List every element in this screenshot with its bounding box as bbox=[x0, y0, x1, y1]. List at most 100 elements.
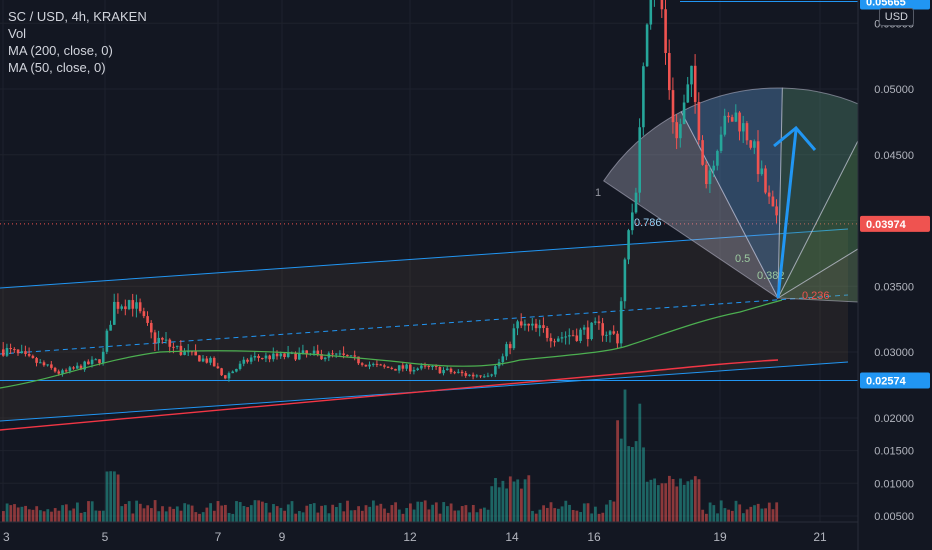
volume-bar bbox=[146, 505, 150, 522]
candle-body bbox=[231, 371, 234, 374]
volume-bar bbox=[246, 507, 249, 522]
volume-bar bbox=[690, 479, 693, 522]
fib-fan-label: 1 bbox=[595, 187, 601, 199]
volume-bar bbox=[305, 505, 309, 522]
volume-bar bbox=[194, 512, 198, 522]
volume-bar bbox=[150, 508, 153, 522]
candle-body bbox=[220, 368, 223, 376]
volume-bar bbox=[279, 507, 283, 522]
volume-bar bbox=[671, 479, 675, 522]
volume-bar bbox=[283, 510, 286, 522]
candle-body bbox=[157, 337, 160, 344]
volume-bar bbox=[501, 480, 505, 522]
volume-bar bbox=[490, 486, 494, 522]
candle-body bbox=[27, 353, 31, 356]
volume-bar bbox=[190, 505, 194, 522]
volume-bar bbox=[401, 513, 405, 522]
volume-bar bbox=[656, 485, 660, 522]
volume-bar bbox=[35, 506, 39, 522]
currency-button[interactable]: USD bbox=[878, 8, 914, 26]
arrow-head bbox=[773, 125, 817, 151]
candle-body bbox=[416, 368, 419, 370]
candle-body bbox=[175, 345, 179, 347]
candle-body bbox=[693, 65, 697, 102]
candle-body bbox=[283, 353, 286, 357]
ma200-line bbox=[0, 359, 779, 431]
volume-bar bbox=[9, 505, 13, 522]
candle-body bbox=[775, 206, 778, 216]
volume-bar bbox=[471, 504, 475, 522]
candle-body bbox=[338, 353, 342, 355]
candle-body bbox=[701, 140, 704, 165]
candle-body bbox=[527, 323, 530, 326]
volume-bar bbox=[423, 500, 427, 522]
volume-bar bbox=[516, 479, 520, 522]
candle-body bbox=[660, 0, 664, 10]
candle-body bbox=[390, 367, 394, 369]
volume-bar bbox=[756, 503, 760, 522]
candle-body bbox=[120, 306, 123, 309]
channel-upper-line bbox=[0, 228, 849, 289]
volume-bar bbox=[27, 509, 31, 522]
candle-body bbox=[172, 346, 175, 348]
volume-bar bbox=[212, 510, 216, 522]
candle-body bbox=[642, 66, 645, 128]
volume-bar bbox=[494, 478, 497, 522]
volume-bar bbox=[131, 513, 135, 522]
candle-body bbox=[257, 355, 260, 359]
volume-bar bbox=[645, 481, 649, 522]
fib-fan-label: 0.786 bbox=[634, 217, 662, 229]
candle-body bbox=[272, 353, 275, 360]
volume-bar bbox=[64, 504, 68, 522]
candle-body bbox=[682, 102, 686, 125]
candle-body bbox=[742, 123, 745, 132]
volume-bar bbox=[290, 501, 294, 522]
candle-body bbox=[557, 338, 560, 342]
volume-bar bbox=[409, 503, 412, 522]
volume-bar bbox=[39, 510, 42, 522]
candle-body bbox=[590, 322, 593, 340]
volume-bar bbox=[534, 513, 538, 522]
volume-bar bbox=[286, 504, 290, 522]
volume-bar bbox=[116, 474, 120, 522]
candle-body bbox=[190, 351, 194, 353]
volume-bar bbox=[416, 501, 420, 522]
time-tick-label: 21 bbox=[813, 530, 827, 544]
legend-vol: Vol bbox=[8, 26, 27, 41]
candle-body bbox=[679, 124, 682, 139]
candle-body bbox=[723, 115, 727, 135]
candle-body bbox=[386, 366, 390, 368]
candle-body bbox=[749, 140, 752, 148]
candle-body bbox=[753, 141, 756, 148]
volume-bar bbox=[357, 506, 360, 522]
volume-bar bbox=[164, 511, 168, 522]
candle-body bbox=[571, 335, 575, 337]
volume-bar bbox=[72, 508, 76, 522]
price-tick-label: 0.03500 bbox=[874, 281, 914, 293]
volume-bar bbox=[771, 509, 775, 522]
candle-body bbox=[468, 374, 471, 376]
candle-body bbox=[627, 230, 630, 260]
volume-bar bbox=[323, 505, 327, 522]
candle-body bbox=[235, 368, 238, 372]
candle-body bbox=[212, 357, 216, 367]
candle-body bbox=[716, 150, 719, 166]
candle-body bbox=[379, 364, 382, 366]
candle-body bbox=[634, 192, 638, 213]
volume-bar bbox=[597, 513, 601, 522]
volume-bar bbox=[68, 510, 72, 522]
volume-bar bbox=[175, 506, 179, 522]
volume-bar bbox=[46, 509, 50, 522]
volume-bar bbox=[172, 508, 175, 522]
volume-bar bbox=[368, 506, 372, 522]
candle-body bbox=[294, 352, 297, 360]
candle-body bbox=[98, 359, 101, 364]
candle-body bbox=[164, 339, 168, 341]
candle-body bbox=[649, 0, 653, 25]
candle-body bbox=[549, 337, 553, 342]
volume-bar bbox=[760, 508, 764, 522]
candle-body bbox=[483, 376, 486, 378]
volume-bar bbox=[5, 503, 9, 522]
volume-bar bbox=[294, 513, 298, 522]
